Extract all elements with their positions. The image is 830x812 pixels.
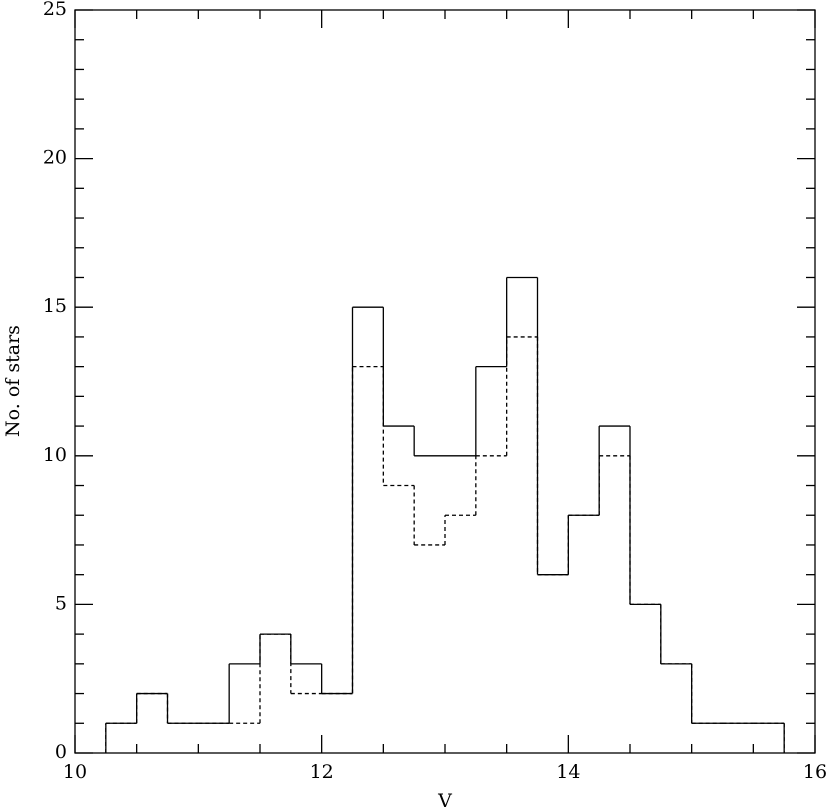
x-axis-label: V xyxy=(437,790,452,812)
y-tick-label: 25 xyxy=(43,0,67,20)
y-tick-label: 5 xyxy=(55,592,67,614)
y-tick-label: 10 xyxy=(43,444,67,466)
y-tick-label: 0 xyxy=(55,741,67,763)
y-tick-label: 15 xyxy=(43,295,67,317)
x-tick-label: 12 xyxy=(310,761,334,783)
y-tick-label: 20 xyxy=(43,147,67,169)
y-axis-label: No. of stars xyxy=(2,325,24,437)
x-tick-label: 16 xyxy=(803,761,827,783)
x-tick-label: 10 xyxy=(63,761,87,783)
plot-frame xyxy=(74,9,816,754)
x-tick-label: 14 xyxy=(556,761,580,783)
